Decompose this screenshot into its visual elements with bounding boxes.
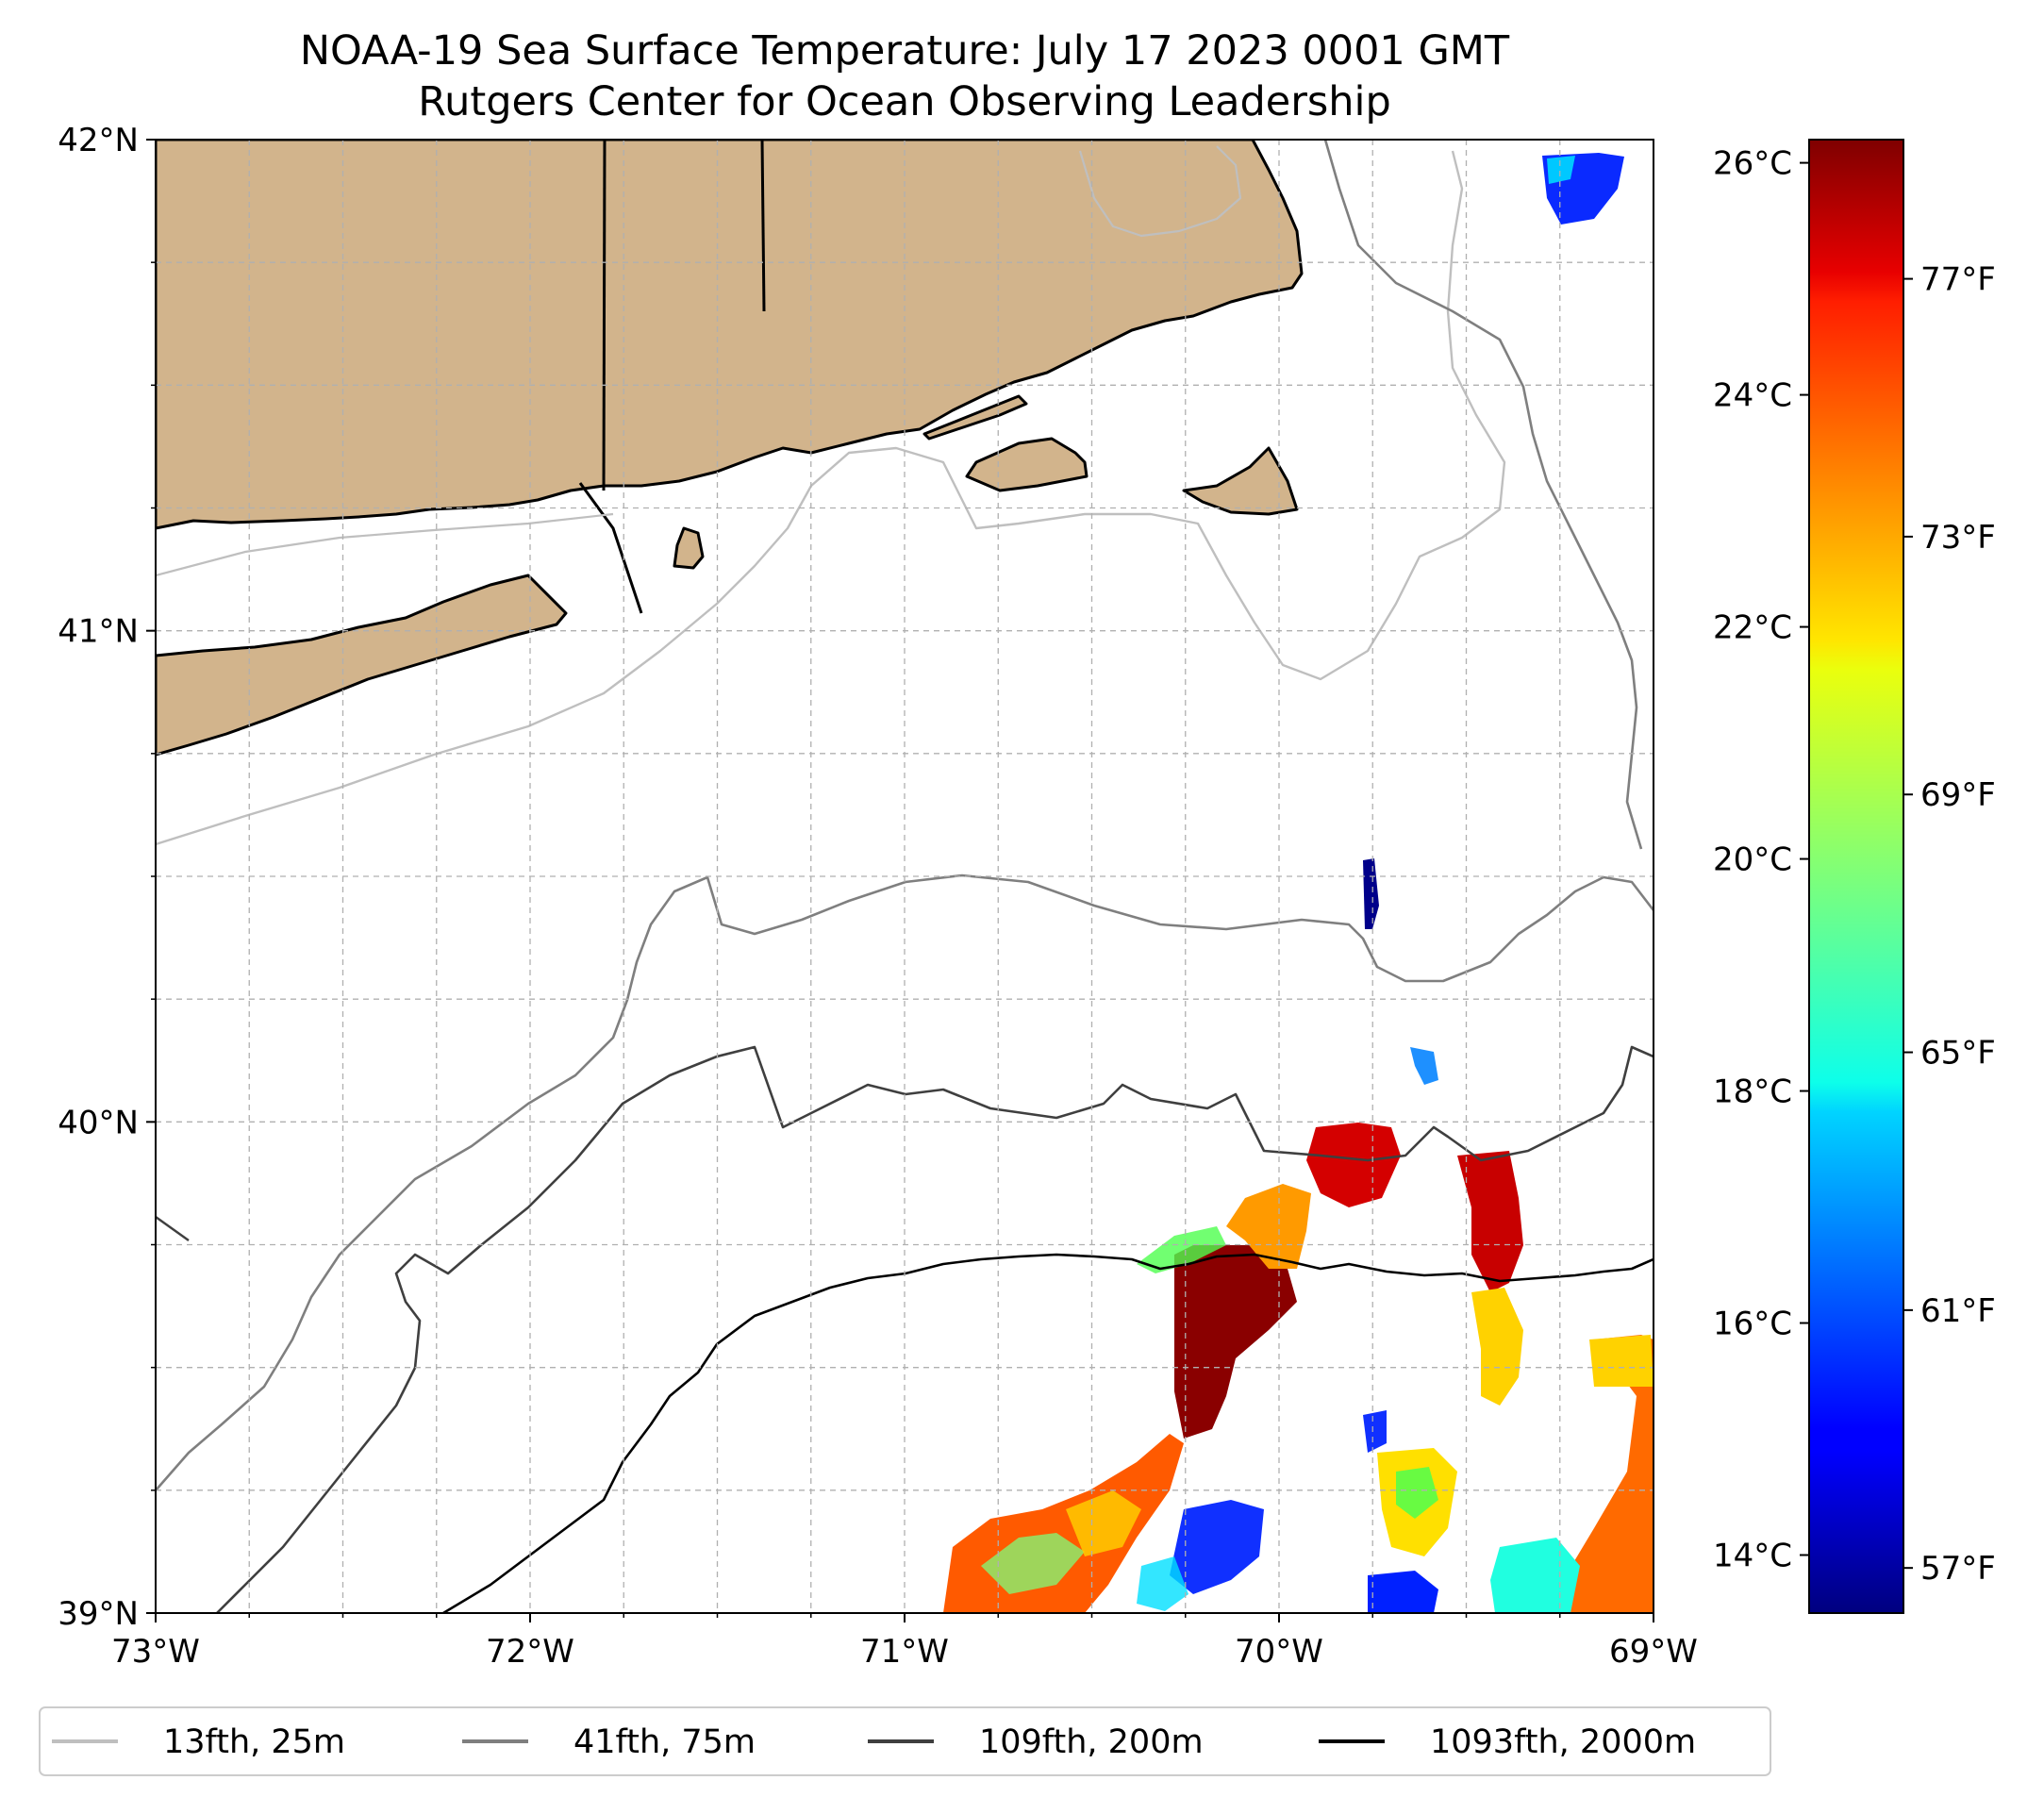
colorbar-gradient bbox=[1808, 139, 1904, 1614]
contour-2000m bbox=[442, 1253, 1653, 1613]
celsius-tick-label: 24°C bbox=[1713, 377, 1792, 415]
contour-200m bbox=[216, 1045, 1653, 1613]
map-title-line-1: NOAA-19 Sea Surface Temperature: July 17… bbox=[300, 27, 1510, 75]
border-ny-ri-sea bbox=[578, 482, 643, 614]
border-ny-ct bbox=[602, 140, 607, 491]
map-title-line-2: Rutgers Center for Ocean Observing Leade… bbox=[418, 78, 1391, 125]
colorbar-celsius-ticks: 26°C 24°C 22°C 20°C 18°C 16°C 14°C bbox=[1713, 145, 1809, 1575]
legend: 13fth, 25m 41fth, 75m 109fth, 200m 1093fth,… bbox=[39, 1706, 1771, 1776]
land-marthas-vineyard bbox=[965, 437, 1088, 492]
x-tick-label: 73°W bbox=[111, 1633, 200, 1671]
legend-item: 13fth, 25m bbox=[52, 1723, 345, 1761]
contour-25m-cape bbox=[1078, 145, 1242, 238]
legend-label: 109fth, 200m bbox=[979, 1723, 1204, 1761]
sst-patch-bottom-cyan bbox=[1490, 1538, 1580, 1613]
y-tick-label: 42°N bbox=[58, 122, 139, 159]
sst-patch-cyan-spot bbox=[1137, 1556, 1188, 1611]
contour-25m bbox=[156, 150, 1506, 846]
fahrenheit-tick-label: 77°F bbox=[1920, 261, 1996, 299]
border-ct-ri bbox=[760, 140, 766, 312]
land-block-island bbox=[673, 526, 705, 570]
celsius-tick-label: 26°C bbox=[1713, 145, 1792, 183]
sst-patches bbox=[943, 153, 1653, 1613]
celsius-tick-label: 18°C bbox=[1713, 1073, 1792, 1111]
contour-200m-coast bbox=[156, 1216, 190, 1241]
legend-item: 109fth, 200m bbox=[868, 1723, 1204, 1761]
legend-label: 1093fth, 2000m bbox=[1430, 1723, 1696, 1761]
sst-patch-south-west-yellow bbox=[1066, 1490, 1141, 1556]
sst-patch-north-red bbox=[1306, 1123, 1401, 1207]
y-tick-label: 40°N bbox=[58, 1104, 139, 1141]
legend-label: 41fth, 75m bbox=[573, 1723, 756, 1761]
legend-label: 13fth, 25m bbox=[163, 1723, 345, 1761]
sst-patch-east-yellow bbox=[1471, 1288, 1523, 1406]
land-elizabeth-islands bbox=[922, 394, 1028, 441]
legend-item: 41fth, 75m bbox=[462, 1723, 756, 1761]
longitude-axis: 73°W 72°W 71°W 70°W 69°W bbox=[111, 1613, 1698, 1671]
x-tick-label: 71°W bbox=[860, 1633, 949, 1671]
sst-patch-blue-spot bbox=[1170, 1500, 1264, 1594]
sst-patch-east-red bbox=[1457, 1151, 1523, 1292]
x-tick-label: 70°W bbox=[1235, 1633, 1323, 1671]
sst-patch-ridge-cool bbox=[1137, 1226, 1226, 1273]
sst-patch-small-blue bbox=[1363, 1410, 1387, 1453]
sst-patch-far-east-yellow bbox=[1589, 1335, 1653, 1387]
fahrenheit-tick-label: 61°F bbox=[1920, 1292, 1996, 1330]
sst-patch-tiny-blue bbox=[1410, 1047, 1438, 1085]
sst-patch-ridge bbox=[1226, 1184, 1311, 1269]
land bbox=[156, 140, 1304, 757]
legend-item: 1093fth, 2000m bbox=[1319, 1723, 1696, 1761]
contour-75m bbox=[156, 874, 1653, 1491]
colorbar-fahrenheit-ticks: 77°F 73°F 69°F 65°F 61°F 57°F bbox=[1903, 261, 1996, 1588]
latitude-axis: 42°N 41°N 40°N 39°N bbox=[58, 122, 156, 1633]
map-panel: 73°W 72°W 71°W 70°W 69°W 42°N 41°N 40°N 39°N bbox=[58, 122, 1698, 1671]
y-tick-label: 39°N bbox=[58, 1595, 139, 1633]
sst-patch-mid-south-green bbox=[1396, 1467, 1438, 1519]
land-nantucket bbox=[1182, 446, 1299, 516]
fahrenheit-tick-label: 69°F bbox=[1920, 776, 1996, 814]
celsius-tick-label: 22°C bbox=[1713, 609, 1792, 647]
land-long-island bbox=[156, 574, 568, 757]
y-tick-label: 41°N bbox=[58, 613, 139, 651]
colorbar: 26°C 24°C 22°C 20°C 18°C 16°C 14°C 77°F 73°F 69°… bbox=[1713, 139, 1996, 1614]
contour-25m-sound bbox=[156, 512, 614, 577]
bathymetry-contours bbox=[156, 140, 1653, 1613]
sst-patch-northeast-cyan bbox=[1547, 156, 1575, 184]
sst-patch-south-west-cool bbox=[981, 1533, 1085, 1594]
land-mainland-new-england bbox=[156, 140, 1304, 530]
fahrenheit-tick-label: 57°F bbox=[1920, 1550, 1996, 1588]
state-borders bbox=[578, 140, 766, 614]
sst-patch-far-east bbox=[1566, 1335, 1653, 1613]
celsius-tick-label: 16°C bbox=[1713, 1306, 1792, 1343]
sst-patch-bottom-blue bbox=[1368, 1571, 1438, 1613]
sst-patch-warm-core bbox=[1174, 1245, 1297, 1439]
contour-75m-gulf bbox=[1323, 140, 1643, 850]
x-tick-label: 72°W bbox=[486, 1633, 574, 1671]
celsius-tick-label: 20°C bbox=[1713, 841, 1792, 879]
celsius-tick-label: 14°C bbox=[1713, 1538, 1792, 1575]
fahrenheit-tick-label: 65°F bbox=[1920, 1035, 1996, 1073]
fahrenheit-tick-label: 73°F bbox=[1920, 519, 1996, 557]
map-gridlines bbox=[156, 140, 1653, 1613]
x-tick-label: 69°W bbox=[1609, 1633, 1698, 1671]
